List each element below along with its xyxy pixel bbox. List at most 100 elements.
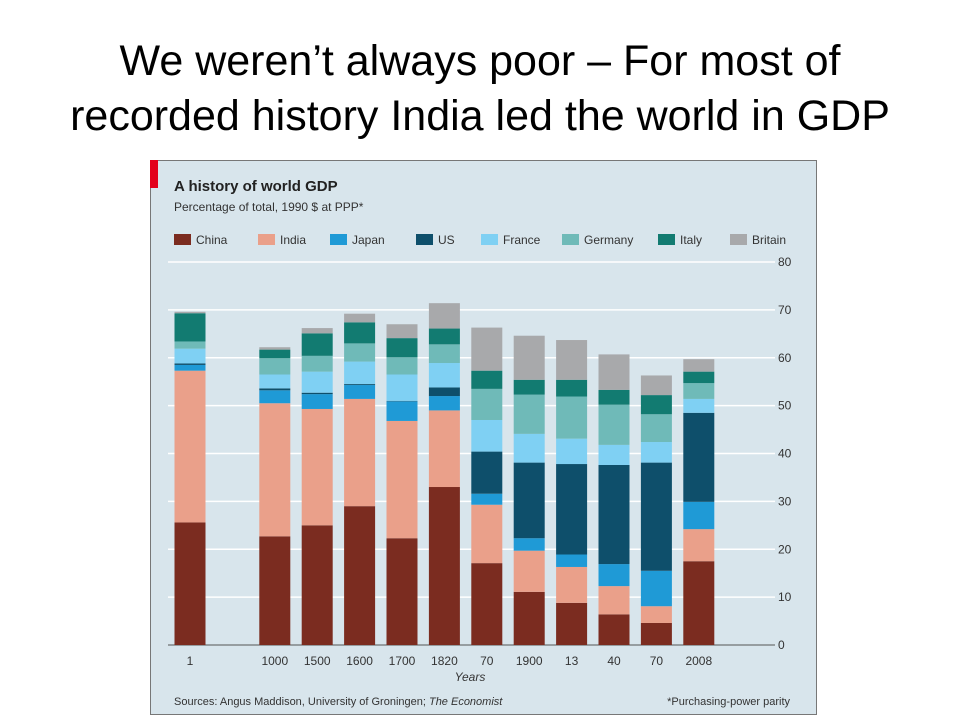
y-tick-label: 40 — [778, 447, 792, 461]
bar-segment-germany-70 — [471, 388, 503, 420]
bar-segment-britain-40 — [598, 354, 630, 390]
chart-title: A history of world GDP — [174, 178, 338, 195]
bar-segment-china-13 — [556, 602, 588, 645]
bar-segment-china-1500 — [301, 525, 333, 645]
legend-label-india: India — [280, 233, 306, 247]
bar-segment-italy-1700 — [386, 338, 418, 358]
y-tick-label: 60 — [778, 351, 792, 365]
legend-label-italy: Italy — [680, 233, 702, 247]
bar-segment-japan-1 — [174, 364, 206, 371]
bar-segment-germany-1820 — [428, 344, 460, 364]
x-axis-label: Years — [455, 670, 486, 684]
bar-segment-japan-1500 — [301, 394, 333, 409]
bar-segment-india-2008 — [683, 529, 715, 562]
x-axis-ticks: 1 1000 1500 1600 1700 1820 70 1900 13 40 70 2008 — [187, 654, 713, 668]
bar-segment-france-1500 — [301, 371, 333, 393]
bar-segment-china-1 — [174, 522, 206, 645]
bar-segment-us-13 — [556, 464, 588, 555]
bar-segment-japan-1000 — [259, 390, 291, 404]
bar-segment-china-1700 — [386, 538, 418, 645]
bar-segment-japan-40 — [598, 564, 630, 587]
bar-segment-italy-40 — [598, 389, 630, 405]
y-axis-ticks: 0 10 20 30 40 50 60 70 80 — [778, 255, 792, 652]
bar-segment-us-1500 — [301, 392, 333, 395]
bar-segment-india-1820 — [428, 410, 460, 488]
x-tick-label: 2008 — [685, 654, 712, 668]
bar-segment-italy-2008 — [683, 371, 715, 384]
bar-segment-germany-1 — [174, 341, 206, 349]
bar-segment-japan-2008 — [683, 501, 715, 530]
bar-segment-china-70 — [640, 622, 672, 645]
bar-segment-japan-1900 — [513, 538, 545, 551]
bar-segment-france-13 — [556, 438, 588, 465]
x-tick-label: 1700 — [389, 654, 416, 668]
legend-swatch-france — [481, 234, 498, 245]
bar-segment-us-1900 — [513, 462, 545, 539]
x-tick-label: 70 — [480, 654, 494, 668]
chart-subtitle: Percentage of total, 1990 $ at PPP* — [174, 200, 364, 214]
bar-segment-britain-70 — [471, 327, 503, 371]
footnote: *Purchasing-power parity — [667, 696, 790, 708]
bar-segment-india-1000 — [259, 403, 291, 537]
x-tick-label: 70 — [650, 654, 664, 668]
bar-segment-germany-1500 — [301, 355, 333, 372]
bar-segment-us-40 — [598, 464, 630, 565]
bar-segment-france-1000 — [259, 374, 291, 389]
bar-segment-italy-13 — [556, 379, 588, 397]
legend-swatch-germany — [562, 234, 579, 245]
bar-segment-china-1000 — [259, 536, 291, 645]
y-tick-label: 80 — [778, 255, 792, 269]
bar-segment-us-1 — [174, 363, 206, 365]
x-tick-label: 1820 — [431, 654, 458, 668]
bar-segment-italy-1000 — [259, 349, 291, 359]
bar-segment-france-1820 — [428, 363, 460, 388]
bar-segment-us-70 — [640, 462, 672, 571]
bar-segment-britain-1 — [174, 311, 206, 314]
legend-swatch-china — [174, 234, 191, 245]
x-tick-label: 13 — [565, 654, 579, 668]
bar-segment-us-2008 — [683, 412, 715, 502]
bar-segment-france-40 — [598, 444, 630, 465]
legend-label-britain: Britain — [752, 233, 786, 247]
bar-segment-india-1900 — [513, 550, 545, 592]
bars — [174, 303, 715, 645]
bar-segment-us-1820 — [428, 387, 460, 397]
y-tick-label: 10 — [778, 590, 792, 604]
bar-segment-france-70 — [640, 442, 672, 463]
bar-segment-japan-1820 — [428, 396, 460, 411]
legend-swatch-italy — [658, 234, 675, 245]
bar-segment-france-70 — [471, 419, 503, 452]
sources-note: Sources: Angus Maddison, University of G… — [174, 696, 503, 708]
bar-segment-india-1500 — [301, 408, 333, 526]
y-tick-label: 0 — [778, 638, 785, 652]
bar-segment-france-2008 — [683, 398, 715, 413]
bar-segment-italy-1900 — [513, 379, 545, 395]
bar-segment-italy-70 — [640, 395, 672, 415]
chart-container: A history of world GDP Percentage of tot… — [150, 160, 817, 715]
bar-segment-france-1700 — [386, 374, 418, 401]
bar-segment-germany-13 — [556, 396, 588, 439]
y-tick-label: 30 — [778, 494, 792, 508]
legend-swatch-india — [258, 234, 275, 245]
gdp-chart: A history of world GDP Percentage of tot… — [150, 160, 817, 715]
bar-segment-britain-1500 — [301, 328, 333, 334]
bar-segment-india-70 — [640, 606, 672, 623]
bar-segment-germany-1000 — [259, 358, 291, 375]
bar-segment-britain-1700 — [386, 324, 418, 339]
x-tick-label: 1 — [187, 654, 194, 668]
x-tick-label: 1900 — [516, 654, 543, 668]
bar-segment-germany-1900 — [513, 394, 545, 434]
bar-segment-japan-13 — [556, 554, 588, 567]
bar-segment-us-1600 — [344, 384, 376, 386]
bar-segment-britain-13 — [556, 340, 588, 380]
bar-segment-china-70 — [471, 563, 503, 645]
slide-title: We weren’t always poor – For most of rec… — [0, 34, 960, 144]
bar-segment-india-1600 — [344, 398, 376, 507]
slide-title-line-2: recorded history India led the world in … — [70, 92, 890, 140]
legend-swatch-japan — [330, 234, 347, 245]
bar-segment-britain-1600 — [344, 313, 376, 323]
legend-label-japan: Japan — [352, 233, 385, 247]
bar-segment-india-40 — [598, 586, 630, 615]
legend-label-china: China — [196, 233, 228, 247]
x-tick-label: 1000 — [261, 654, 288, 668]
